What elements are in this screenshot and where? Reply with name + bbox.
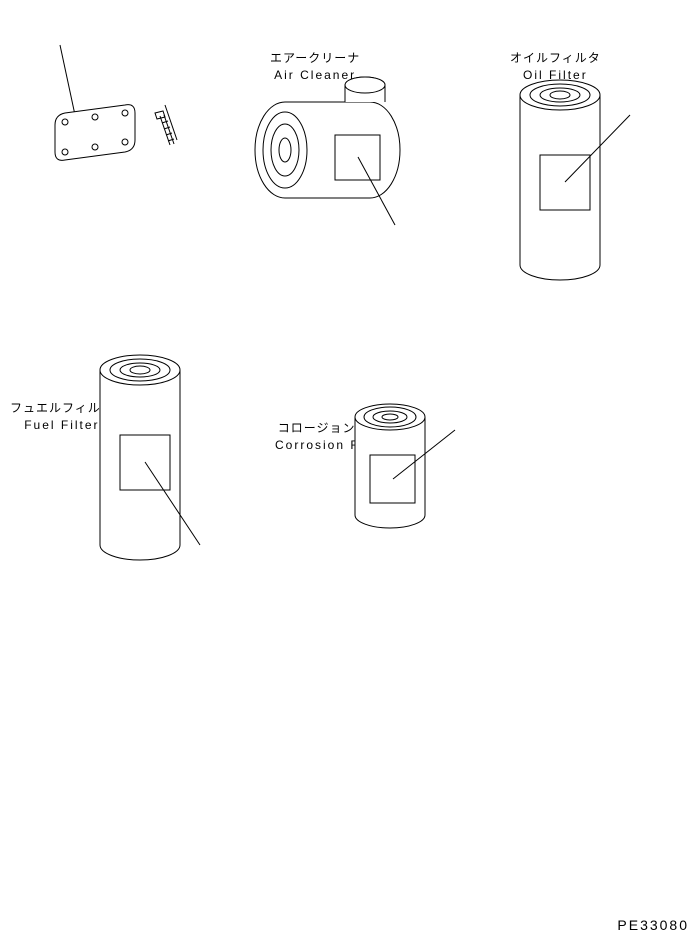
air-cleaner-drawing <box>240 75 440 255</box>
oil-filter-drawing <box>510 70 670 310</box>
corrosion-resistor-drawing <box>345 395 495 575</box>
plate-assembly <box>40 45 200 175</box>
air-cleaner-jp: エアークリーナ <box>270 50 360 67</box>
fuel-filter-drawing <box>90 345 240 595</box>
drawing-code: PE33080 <box>617 917 689 933</box>
oil-filter-jp: オイルフィルタ <box>510 50 601 67</box>
